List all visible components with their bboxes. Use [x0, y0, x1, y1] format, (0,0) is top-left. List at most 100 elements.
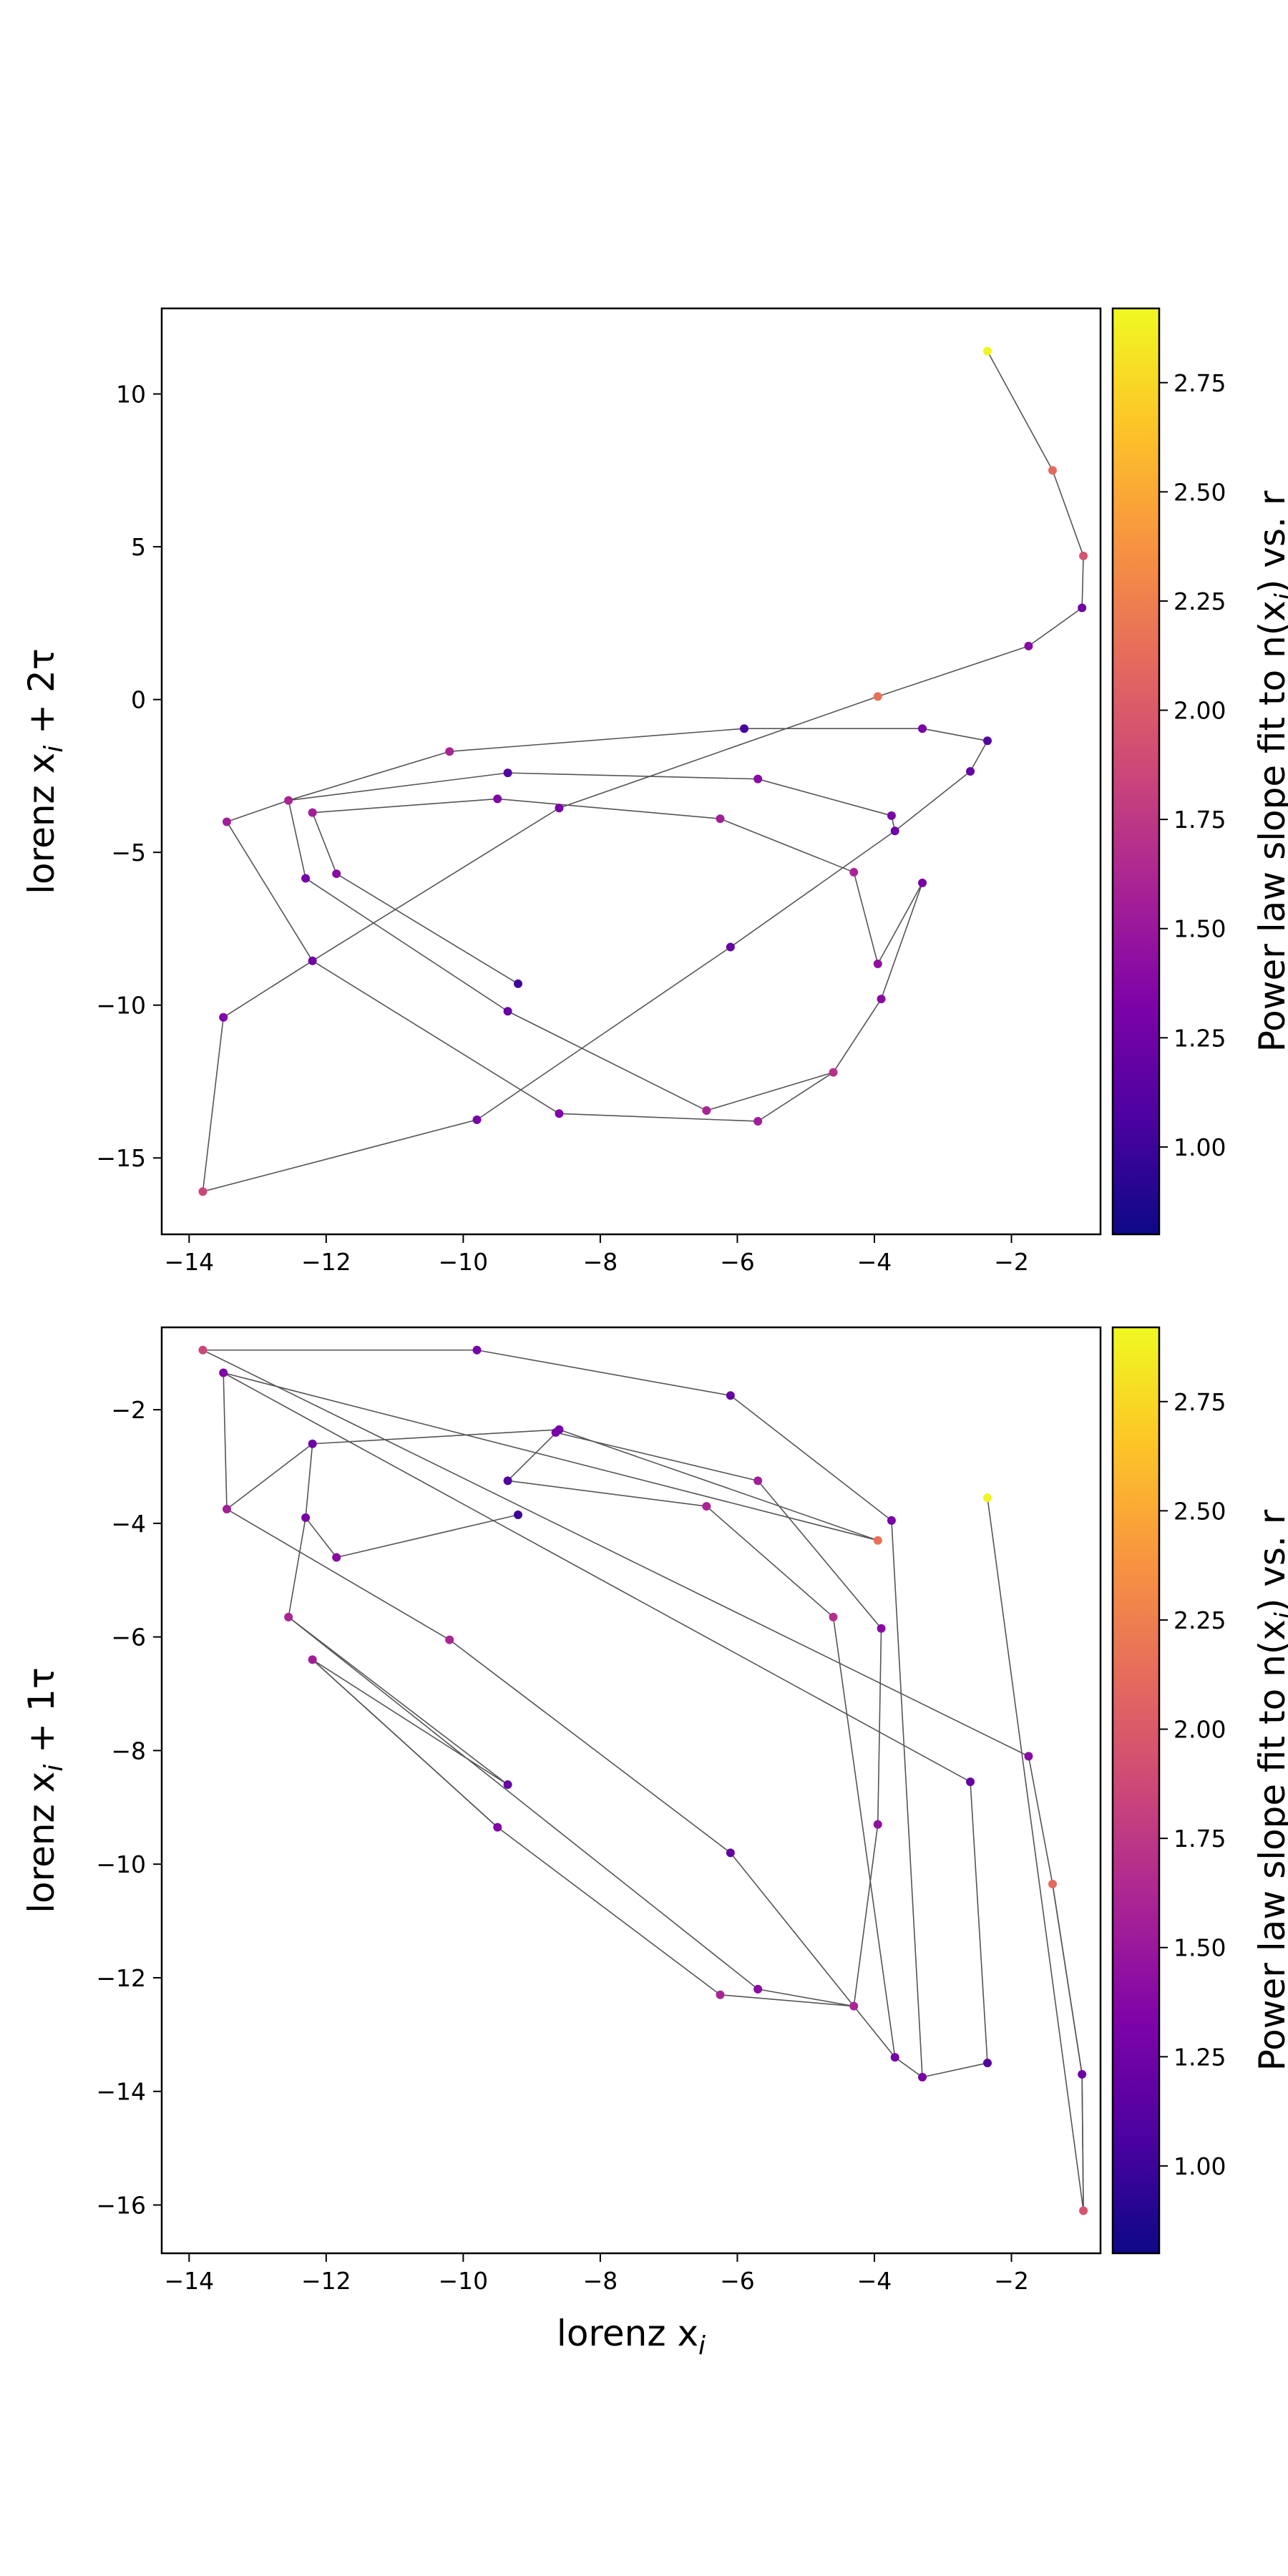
x-tick-label: −2 [994, 2267, 1029, 2295]
data-point [918, 878, 927, 887]
data-point [966, 767, 975, 776]
data-point [222, 1505, 231, 1514]
path-segment [1081, 555, 1084, 608]
data-point [445, 1635, 454, 1644]
path-segment [312, 1429, 560, 1445]
data-point [829, 1068, 838, 1077]
lines-bottom [203, 1349, 1084, 2211]
panel-top: −14 −12 −10 −8 −6 −4 −2 −15 −10 −5 0 5 10 lorenz xi… [21, 307, 1288, 1276]
path-segment [507, 1429, 560, 1481]
data-point [503, 1476, 512, 1485]
colorbar-top [1111, 307, 1161, 1236]
data-point [308, 808, 317, 817]
colorbar-tick-label: 1.75 [1174, 1825, 1226, 1853]
data-point [555, 804, 564, 813]
y-tick-label: 5 [131, 533, 146, 561]
path-segment [1052, 470, 1084, 557]
data-point [198, 1345, 208, 1355]
path-segment [288, 1616, 758, 1990]
path-segment [226, 1508, 450, 1641]
path-segment [203, 1350, 1029, 1757]
path-segment [226, 799, 289, 823]
data-point [982, 1493, 992, 1503]
path-segment [730, 1395, 892, 1521]
data-point [887, 1516, 896, 1525]
data-point [445, 747, 454, 756]
data-point [918, 724, 927, 733]
colorbar-label-tail-top: ) vs. r [1252, 490, 1288, 593]
path-segment [312, 798, 498, 814]
y-tick-label: −5 [111, 839, 146, 867]
colorbar-tick-label: 2.25 [1174, 587, 1226, 615]
data-point [877, 1624, 886, 1633]
colorbar-ticks-top: 1.00 1.25 1.50 1.75 2.00 2.25 2.50 2.75 [1159, 369, 1226, 1161]
colorbar-tick-label: 1.25 [1174, 2043, 1226, 2071]
colorbar-label-bottom: Power law slope fit to n(xi) vs. r [1252, 1509, 1288, 2071]
path-segment [877, 1628, 882, 1825]
path-segment [559, 1113, 758, 1122]
y-tick-label: −2 [111, 1396, 146, 1424]
data-point [284, 1612, 293, 1621]
path-segment [877, 882, 923, 965]
y-tick-label: −10 [96, 992, 146, 1020]
path-segment [336, 1514, 519, 1558]
path-segment [730, 830, 896, 948]
data-point [513, 1510, 522, 1519]
data-point [308, 1655, 317, 1664]
path-segment [757, 1071, 834, 1122]
data-point [873, 1820, 882, 1829]
path-segment [720, 1994, 854, 2007]
x-tick-label: −2 [994, 1248, 1029, 1276]
path-segment [507, 1010, 707, 1111]
path-segment [987, 1498, 1084, 2211]
data-point [887, 811, 896, 820]
data-point [918, 2072, 927, 2082]
path-segment [449, 1639, 731, 1853]
path-segment [706, 1071, 834, 1111]
path-segment [497, 1826, 721, 1996]
data-point [753, 1476, 763, 1485]
path-segment [223, 1372, 971, 1782]
data-point [332, 869, 341, 879]
data-point [332, 1553, 341, 1562]
data-point [1079, 551, 1088, 560]
path-segment [507, 1480, 707, 1507]
x-axis-label-sub-bottom: i [698, 2331, 706, 2361]
data-point [1079, 2206, 1088, 2215]
path-segment [559, 1429, 879, 1541]
x-tick-label: −10 [439, 1248, 489, 1276]
path-segment [223, 1372, 228, 1510]
path-segment [507, 772, 758, 780]
colorbar-tick-label: 1.75 [1174, 806, 1226, 834]
y-tick-label: −8 [111, 1737, 146, 1765]
x-tick-label: −12 [301, 2267, 351, 2295]
points-top [198, 346, 1088, 1196]
colorbar-label-sub-top: i [1270, 593, 1288, 600]
colorbar-bottom [1111, 1326, 1161, 2255]
data-point [513, 979, 522, 988]
path-segment [706, 1506, 834, 1618]
path-segment [336, 873, 519, 985]
y-tick-label: 10 [116, 381, 146, 409]
path-segment [757, 778, 892, 816]
path-segment [1028, 607, 1083, 647]
path-segment [312, 1659, 509, 1785]
colorbar-label-sub-bottom: i [1270, 1612, 1288, 1619]
axes-frame-top [160, 307, 1102, 1236]
x-tick-label: −6 [720, 2267, 755, 2295]
data-point [503, 1007, 512, 1016]
data-point [493, 1823, 502, 1832]
colorbar-tick-label: 2.50 [1174, 1497, 1226, 1525]
path-segment [477, 1349, 731, 1397]
path-segment [305, 877, 509, 1012]
path-segment [226, 821, 313, 962]
colorbar-tick-label: 1.25 [1174, 1024, 1226, 1052]
path-segment [288, 1517, 306, 1618]
data-point [503, 1780, 512, 1790]
path-segment [853, 872, 879, 965]
y-tick-label: 0 [131, 686, 146, 714]
y-axis-label-top: lorenz xi + 2τ [21, 648, 69, 894]
path-segment [288, 1616, 509, 1785]
path-segment [555, 1432, 758, 1482]
